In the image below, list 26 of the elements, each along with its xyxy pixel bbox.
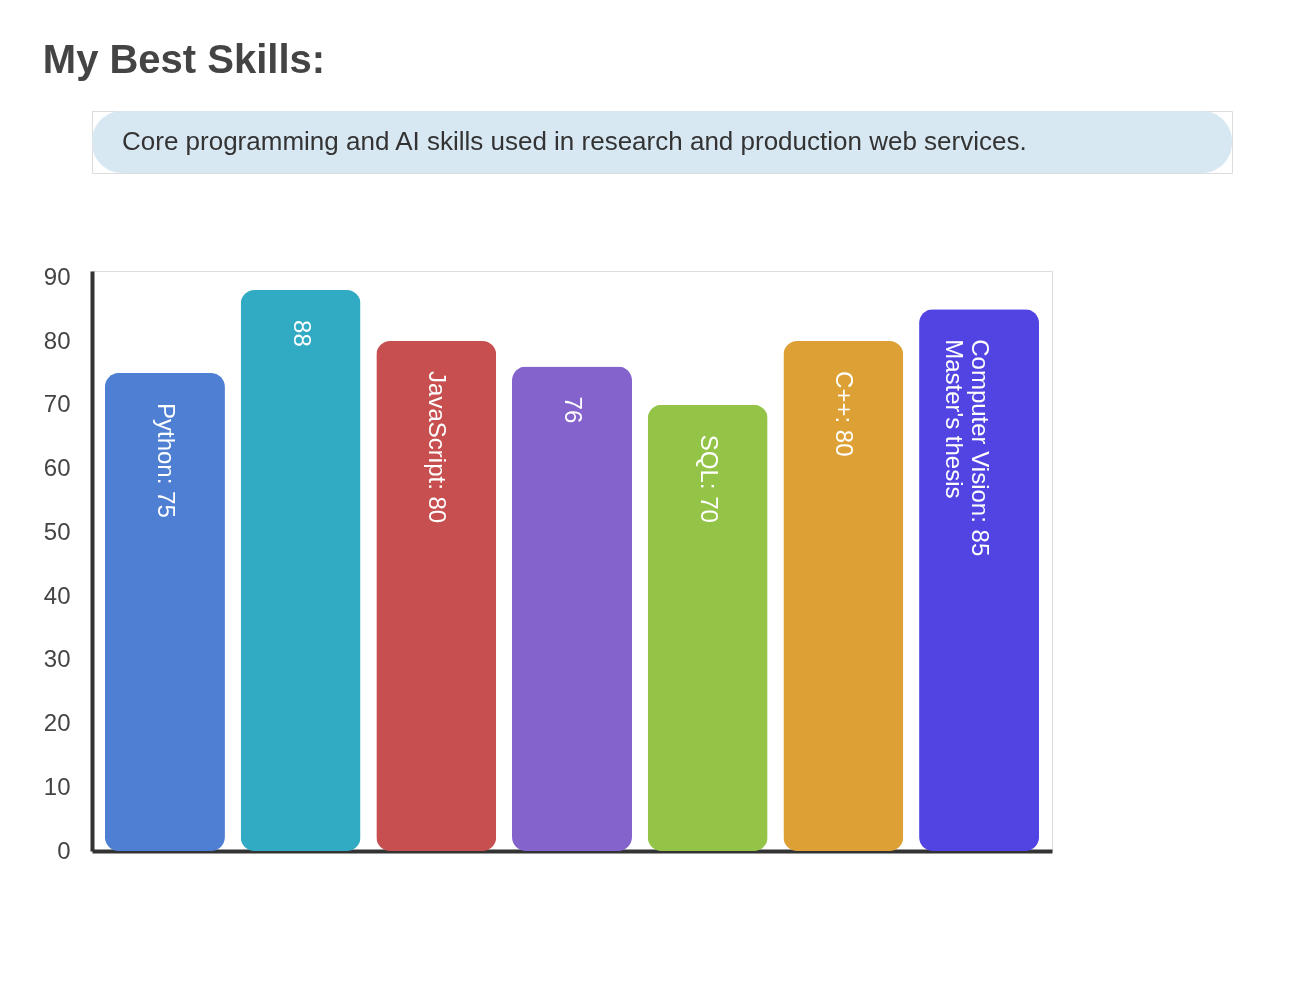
y-tick-label: 40 [43,581,71,609]
chart-title: My Best Skills: [42,36,326,81]
bar [104,372,225,851]
bar [376,341,497,851]
bar [512,366,632,851]
y-tick-label: 10 [43,772,71,800]
data-label: C++: 80 [831,371,859,457]
bar [240,290,361,851]
y-tick-label: 0 [57,836,71,864]
data-label: 76 [560,396,587,424]
data-label: Python: 75 [152,402,180,518]
y-tick-label: 90 [43,262,71,290]
bar [919,309,1040,851]
data-label: Computer Vision: 85 Master's thesis [941,339,995,557]
bar [647,404,768,851]
data-label: 88 [288,320,316,347]
y-tick-label: 50 [43,517,71,545]
y-tick-label: 70 [43,390,71,418]
y-tick-label: 30 [43,645,71,673]
data-label: JavaScript: 80 [424,371,452,524]
chart-subtitle: Core programming and AI skills used in research and production web services. [122,126,1027,156]
y-tick-label: 60 [43,454,71,482]
data-label: SQL: 70 [695,434,723,523]
y-tick-label: 80 [43,326,71,354]
bar [783,341,904,851]
y-tick-label: 20 [43,709,71,737]
